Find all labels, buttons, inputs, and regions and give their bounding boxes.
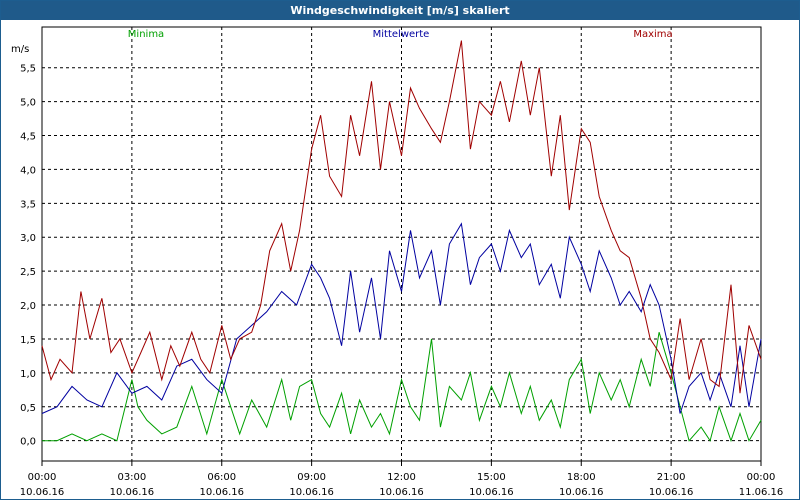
chart-title: Windgeschwindigkeit [m/s] skaliert <box>1 1 799 20</box>
grid-lines <box>42 27 761 461</box>
x-tick-date: 11.06.16 <box>739 487 784 498</box>
y-axis-label: m/s <box>11 44 29 55</box>
legend-entry-minima: Minima <box>128 29 164 40</box>
series-line-maxima <box>41 40 762 394</box>
series-line-mittelwerte <box>41 222 762 414</box>
y-tick-label: 3,5 <box>20 199 36 210</box>
y-tick-label: 0,0 <box>20 437 36 448</box>
y-tick-label: 2,5 <box>20 267 36 278</box>
y-tick-label: 5,0 <box>20 98 36 109</box>
series-line-minima <box>42 332 762 443</box>
y-tick-label: 0,5 <box>20 403 36 414</box>
x-tick-date: 10.06.16 <box>110 487 155 498</box>
x-tick-date: 10.06.16 <box>469 487 514 498</box>
y-tick-label: 2,0 <box>20 301 36 312</box>
x-tick-label: 18:00 <box>567 472 596 483</box>
y-tick-label: 4,0 <box>20 165 36 176</box>
x-tick-label: 21:00 <box>657 472 686 483</box>
x-tick-date: 10.06.16 <box>289 487 334 498</box>
y-tick-label: 1,0 <box>20 369 36 380</box>
legend-entry-mittelwerte: Mittelwerte <box>373 29 430 40</box>
x-tick-label: 12:00 <box>387 472 416 483</box>
x-tick-date: 10.06.16 <box>20 487 65 498</box>
x-tick-label: 09:00 <box>297 472 326 483</box>
y-tick-label: 4,5 <box>20 132 36 143</box>
x-tick-date: 10.06.16 <box>379 487 424 498</box>
legend-entry-maxima: Maxima <box>633 29 672 40</box>
series-layer <box>41 40 762 443</box>
x-tick-label: 00:00 <box>747 472 776 483</box>
y-tick-label: 1,5 <box>20 335 36 346</box>
y-axis: 0,0 0,5 1,0 1,5 2,0 2,5 3,0 3,5 4,0 4,5 5,0 5,5 <box>20 64 36 448</box>
x-tick-date: 10.06.16 <box>649 487 694 498</box>
x-tick-label: 03:00 <box>117 472 146 483</box>
y-tick-label: 3,0 <box>20 233 36 244</box>
legend: Minima Mittelwerte Maxima <box>128 29 673 40</box>
x-tick-label: 00:00 <box>28 472 57 483</box>
y-tick-label: 5,5 <box>20 64 36 75</box>
x-tick-label: 15:00 <box>477 472 506 483</box>
x-tick-date: 10.06.16 <box>559 487 604 498</box>
x-tick-label: 06:00 <box>207 472 236 483</box>
x-axis: 00:00 10.06.16 03:00 10.06.16 06:00 10.06.16 0… <box>20 461 784 498</box>
x-tick-date: 10.06.16 <box>199 487 244 498</box>
